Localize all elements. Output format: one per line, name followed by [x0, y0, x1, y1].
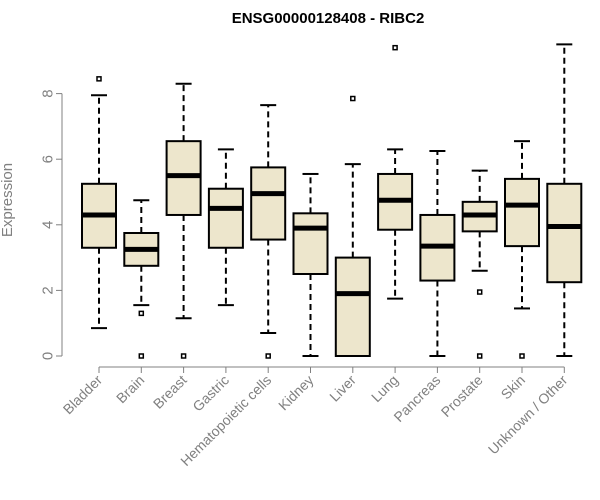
box-group	[377, 44, 414, 300]
y-axis: 0 2 4 6 8	[40, 89, 63, 360]
box-group	[461, 169, 498, 359]
x-tick-label: Bladder	[60, 372, 106, 418]
y-axis-label: Expression	[0, 163, 16, 237]
box-group	[123, 199, 160, 359]
box-group	[504, 140, 540, 359]
outlier-point	[265, 353, 271, 359]
x-tick-label: Lung	[368, 372, 401, 405]
box-group	[207, 148, 244, 307]
x-tick-label: Breast	[150, 372, 190, 412]
outlier-point	[392, 44, 398, 51]
x-tick-label: Kidney	[275, 372, 317, 414]
x-tick-label: Skin	[498, 372, 529, 403]
box-group	[419, 150, 456, 357]
y-tick-label: 2	[40, 286, 57, 294]
box-iqr	[504, 177, 540, 248]
x-tick-label: Brain	[113, 372, 147, 406]
x-tick-label: Prostate	[438, 372, 486, 420]
y-tick-label: 6	[40, 155, 57, 163]
outlier-point	[350, 95, 356, 102]
y-tick-label: 0	[40, 352, 57, 360]
x-tick-label: Liver	[326, 372, 359, 405]
y-tick-label: 8	[40, 89, 57, 97]
outlier-point	[138, 310, 145, 317]
box-iqr	[207, 187, 244, 249]
box-group	[250, 104, 287, 359]
box-group	[334, 95, 371, 358]
y-tick-label: 4	[40, 221, 57, 229]
box-group	[292, 172, 329, 357]
x-tick-label: Unknown / Other	[485, 372, 571, 458]
outlier-point	[138, 353, 145, 359]
chart-title: ENSG00000128408 - RIBC2	[232, 10, 425, 27]
box-iqr	[292, 212, 329, 276]
box-group	[81, 76, 117, 330]
box-iqr	[250, 166, 287, 241]
outlier-point	[96, 76, 102, 82]
outlier-point	[519, 353, 525, 359]
outlier-point	[476, 289, 483, 295]
outlier-point	[476, 353, 483, 359]
box-group	[546, 43, 583, 357]
outlier-point	[180, 353, 187, 359]
x-tick-label: Pancreas	[390, 372, 443, 425]
boxes	[81, 43, 583, 359]
box-iqr	[546, 182, 583, 284]
box-group	[165, 82, 202, 359]
box-iqr	[334, 256, 371, 358]
